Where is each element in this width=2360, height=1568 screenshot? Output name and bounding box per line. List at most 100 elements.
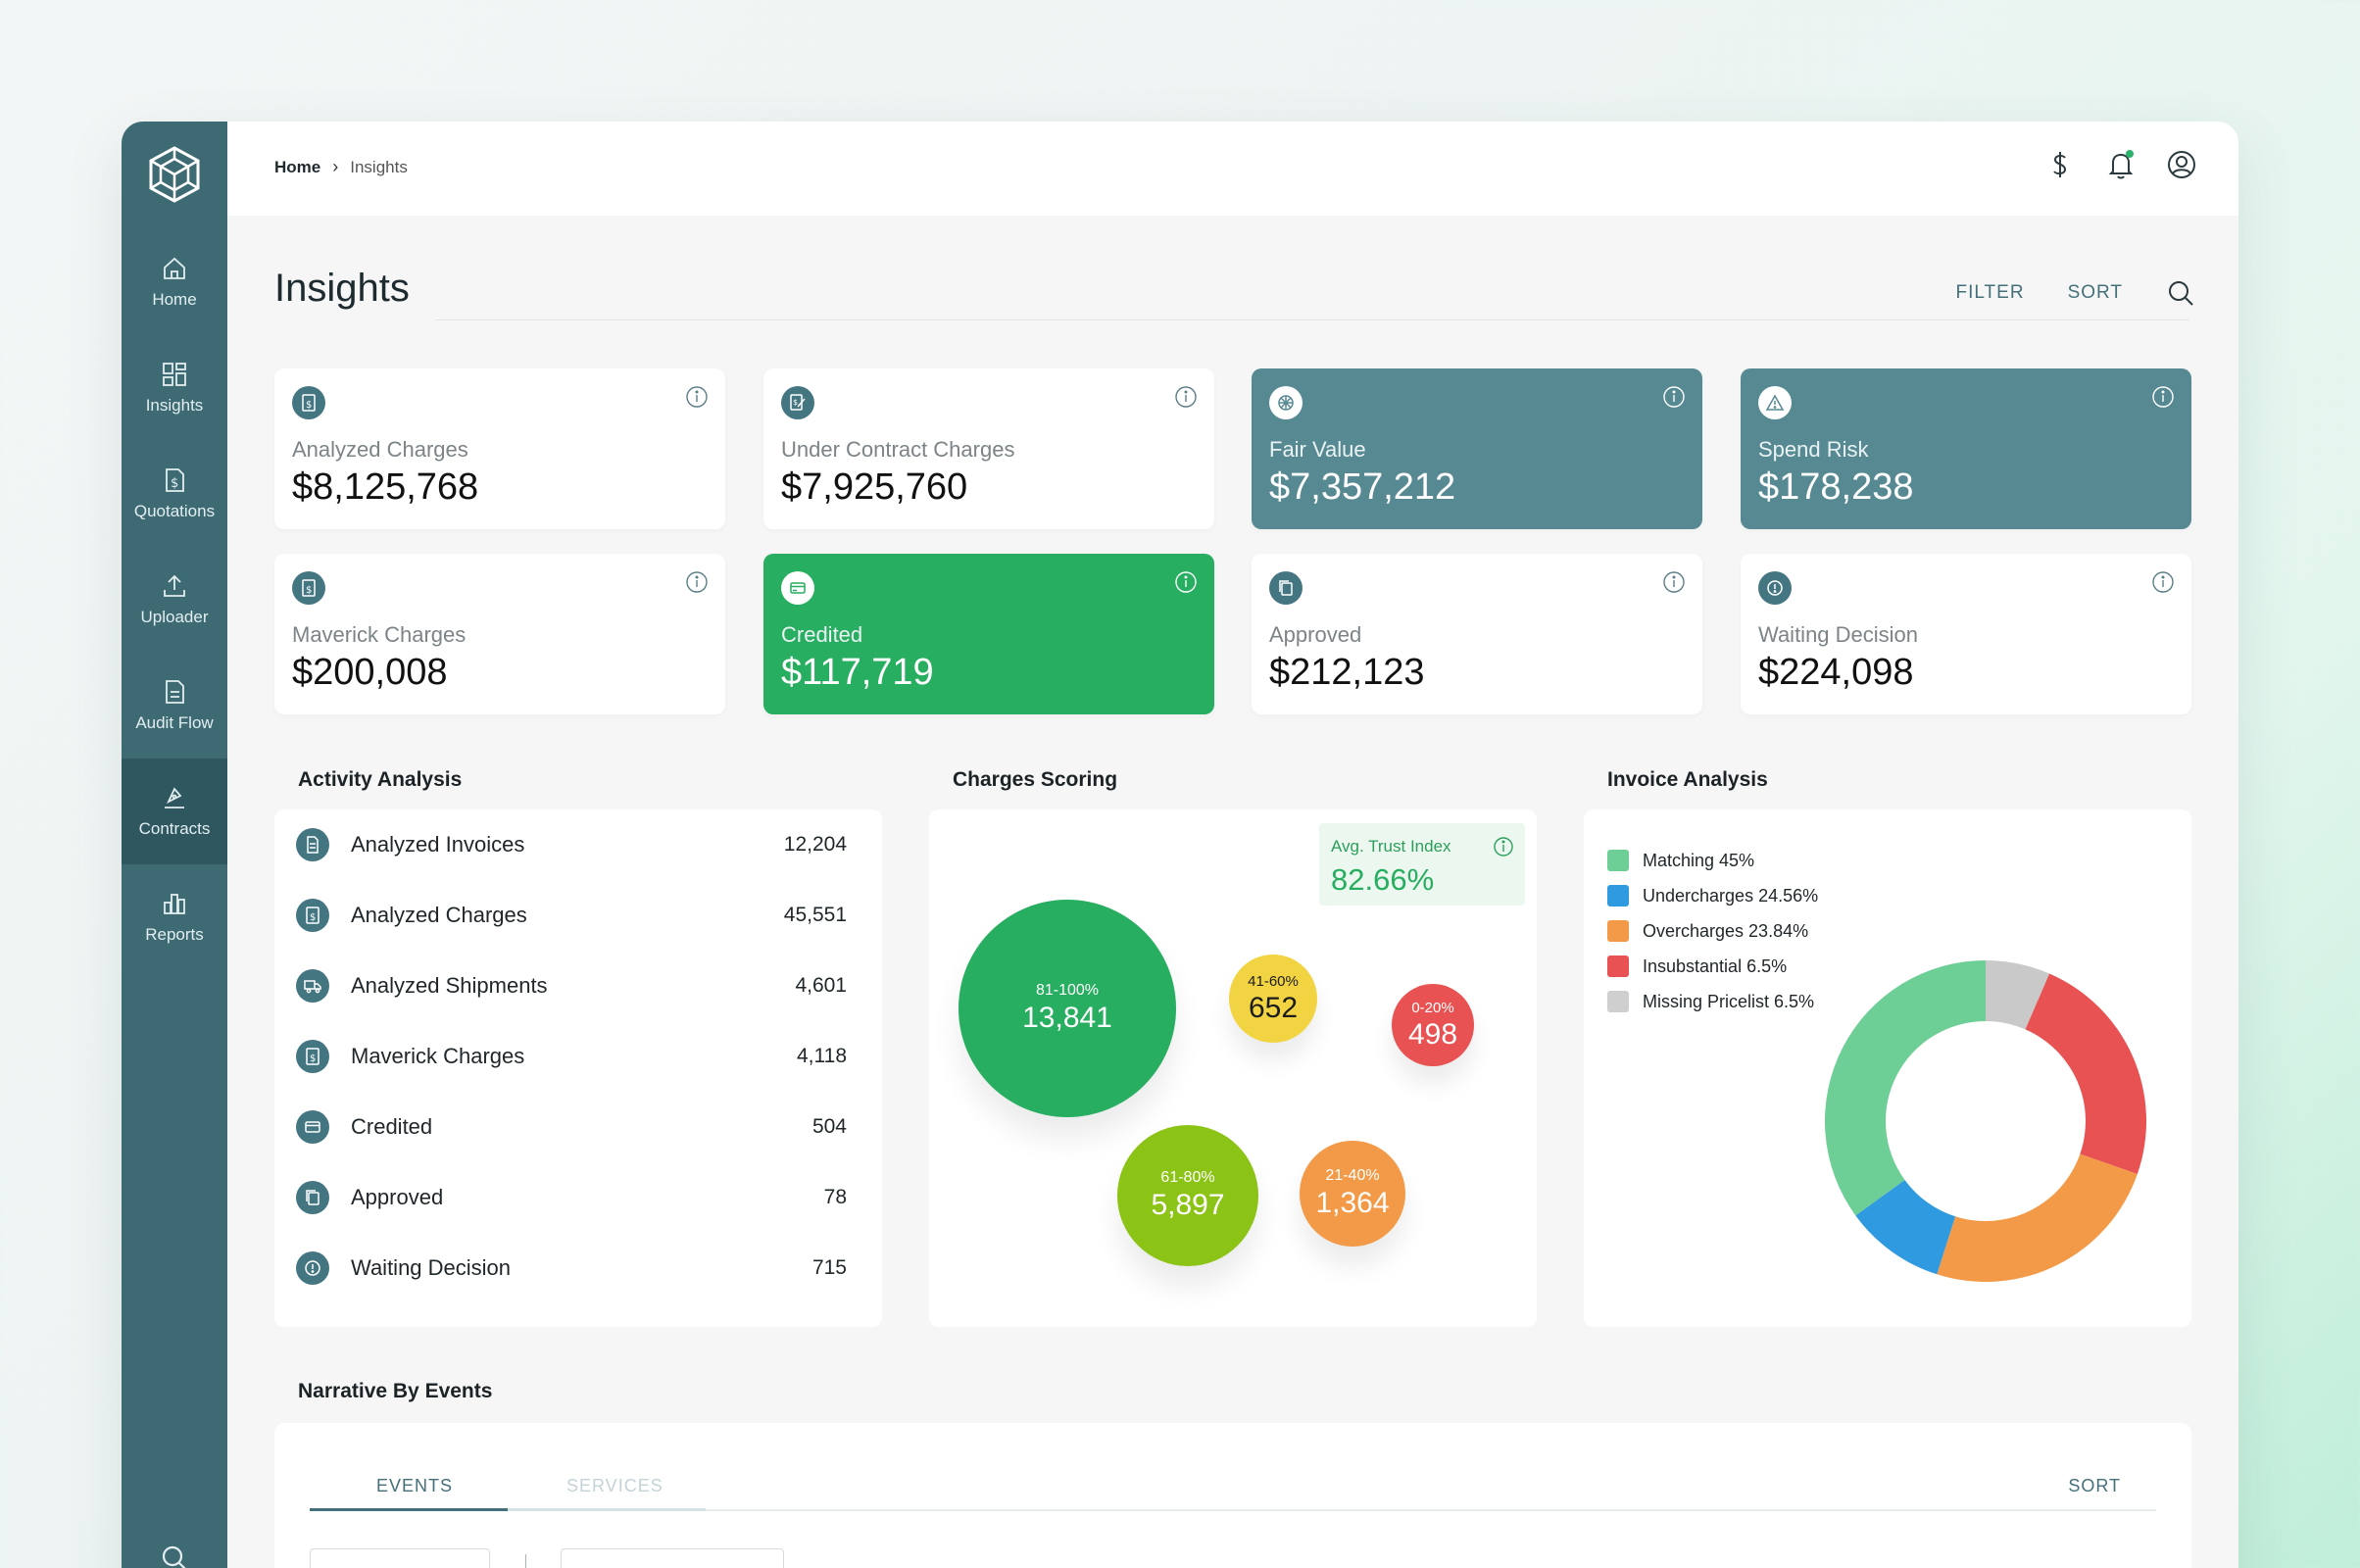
- bubble-range: 41-60%: [1248, 972, 1299, 990]
- info-icon[interactable]: [684, 569, 710, 595]
- sidebar-item-label: Home: [152, 290, 197, 309]
- donut-slice-undercharges[interactable]: [1855, 1179, 1956, 1275]
- sidebar-item-quotations[interactable]: $ Quotations: [122, 441, 227, 547]
- kpi-card-analyzed-charges[interactable]: $ Analyzed Charges $8,125,768: [274, 368, 725, 529]
- sidebar-item-label: Insights: [145, 396, 204, 415]
- sidebar-item-insights[interactable]: Insights: [122, 335, 227, 441]
- info-icon[interactable]: [1173, 384, 1199, 410]
- kpi-value: $7,925,760: [781, 466, 968, 508]
- kpi-card-waiting-decision[interactable]: Waiting Decision $224,098: [1741, 554, 2191, 714]
- legend-label: Insubstantial 6.5%: [1643, 956, 1788, 976]
- info-icon[interactable]: [1661, 569, 1687, 595]
- kpi-card-approved[interactable]: Approved $212,123: [1252, 554, 1702, 714]
- top-bar: Home › Insights: [227, 122, 2238, 216]
- bubble-range: 0-20%: [1411, 999, 1454, 1016]
- score-bubble-61-80[interactable]: 61-80% 5,897: [1117, 1125, 1258, 1266]
- bubble-range: 21-40%: [1325, 1167, 1380, 1184]
- bubble-value: 5,897: [1151, 1189, 1225, 1221]
- info-icon[interactable]: [2150, 384, 2176, 410]
- sort-button[interactable]: SORT: [2067, 282, 2123, 303]
- activity-count: 45,551: [783, 904, 847, 926]
- kpi-value: $178,238: [1758, 466, 1914, 508]
- legend-item: Undercharges 24.56%: [1607, 878, 1818, 913]
- activity-count: 4,601: [795, 974, 847, 997]
- activity-label: Maverick Charges: [351, 1044, 525, 1068]
- kpi-card-spend-risk[interactable]: Spend Risk $178,238: [1741, 368, 2191, 529]
- sidebar-item-label: Quotations: [133, 502, 216, 520]
- legend-swatch: [1607, 920, 1629, 942]
- activity-row-maverick-charges[interactable]: $ Maverick Charges 4,118: [296, 1037, 847, 1076]
- svg-text:$: $: [310, 1054, 316, 1064]
- activity-row-credited[interactable]: Credited 504: [296, 1107, 847, 1147]
- donut-slice-matching[interactable]: [1825, 960, 1986, 1216]
- notification-dot: [2126, 150, 2134, 158]
- activity-row-waiting-decision[interactable]: Waiting Decision 715: [296, 1249, 847, 1288]
- kpi-label: Fair Value: [1269, 437, 1366, 462]
- info-icon[interactable]: [1492, 835, 1515, 858]
- kpi-value: $224,098: [1758, 652, 1914, 693]
- tab-services[interactable]: SERVICES: [566, 1476, 664, 1495]
- narrative-panel: EVENTS SERVICES SORT: [274, 1423, 2191, 1568]
- bubble-range: 81-100%: [1035, 982, 1100, 999]
- dollar-icon[interactable]: [2042, 147, 2078, 182]
- svg-text:$: $: [793, 398, 798, 407]
- tab-events[interactable]: EVENTS: [376, 1476, 454, 1495]
- notifications-button[interactable]: [2103, 147, 2139, 182]
- legend-label: Missing Pricelist 6.5%: [1643, 991, 1815, 1011]
- score-bubble-81-100[interactable]: 81-100% 13,841: [959, 900, 1176, 1117]
- info-icon[interactable]: [1173, 569, 1199, 595]
- activity-row-approved[interactable]: Approved 78: [296, 1178, 847, 1217]
- app-window: Home Insights $ Quotations Uploader Audi…: [122, 122, 2238, 1568]
- sidebar-item-contracts[interactable]: Contracts: [122, 759, 227, 864]
- kpi-card-fair-value[interactable]: Fair Value $7,357,212: [1252, 368, 1702, 529]
- activity-label: Analyzed Invoices: [351, 832, 525, 857]
- sidebar-item-uploader[interactable]: Uploader: [122, 547, 227, 653]
- tabs-divider: [310, 1509, 2156, 1511]
- page-title: Insights: [274, 267, 410, 310]
- sidebar-item-home[interactable]: Home: [122, 229, 227, 335]
- legend-item: Matching 45%: [1607, 843, 1818, 878]
- bubble-value: 652: [1248, 991, 1299, 1024]
- activity-row-analyzed-invoices[interactable]: Analyzed Invoices 12,204: [296, 825, 847, 864]
- dollar-doc-icon: $: [296, 899, 329, 932]
- pen-icon: [165, 787, 184, 808]
- trust-index-value: 82.66%: [1331, 862, 1435, 897]
- alert-icon: [296, 1251, 329, 1285]
- card-icon: [781, 571, 814, 605]
- info-icon[interactable]: [684, 384, 710, 410]
- activity-row-analyzed-charges[interactable]: $ Analyzed Charges 45,551: [296, 896, 847, 935]
- sidebar-item-audit-flow[interactable]: Audit Flow: [122, 653, 227, 759]
- svg-text:$: $: [306, 585, 312, 596]
- shield-icon: [1269, 386, 1303, 419]
- breadcrumb-current: Insights: [350, 157, 408, 176]
- donut-slice-missing-pricelist[interactable]: [1986, 960, 2050, 1030]
- kpi-card-maverick-charges[interactable]: $ Maverick Charges $200,008: [274, 554, 725, 714]
- info-icon[interactable]: [1661, 384, 1687, 410]
- kpi-value: $117,719: [781, 652, 934, 693]
- score-bubble-21-40[interactable]: 21-40% 1,364: [1300, 1141, 1405, 1247]
- kpi-label: Analyzed Charges: [292, 437, 468, 462]
- kpi-card-under-contract-charges[interactable]: $ Under Contract Charges $7,925,760: [763, 368, 1214, 529]
- kpi-label: Under Contract Charges: [781, 437, 1015, 462]
- search-icon[interactable]: [159, 1543, 190, 1568]
- logo-icon: [149, 146, 200, 203]
- breadcrumb-home[interactable]: Home: [274, 157, 321, 176]
- filter-button[interactable]: FILTER: [1955, 282, 2025, 303]
- search-icon[interactable]: [2166, 278, 2195, 308]
- activity-count: 715: [811, 1256, 847, 1279]
- activity-row-analyzed-shipments[interactable]: Analyzed Shipments 4,601: [296, 966, 847, 1005]
- narrative-sort-button[interactable]: SORT: [2068, 1476, 2121, 1495]
- donut-slice-overcharges[interactable]: [1937, 1153, 2138, 1282]
- date-select[interactable]: [561, 1548, 784, 1568]
- score-bubble-41-60[interactable]: 41-60% 652: [1229, 955, 1317, 1043]
- activity-count: 4,118: [797, 1045, 847, 1067]
- activity-label: Waiting Decision: [351, 1255, 512, 1280]
- user-avatar-icon[interactable]: [2164, 147, 2199, 182]
- donut-slice-insubstantial[interactable]: [2025, 973, 2146, 1174]
- event-select[interactable]: [310, 1548, 490, 1568]
- kpi-card-credited[interactable]: Credited $117,719: [763, 554, 1214, 714]
- sidebar-item-reports[interactable]: Reports: [122, 864, 227, 970]
- info-icon[interactable]: [2150, 569, 2176, 595]
- breadcrumb: Home › Insights: [274, 157, 408, 177]
- score-bubble-0-20[interactable]: 0-20% 498: [1392, 984, 1474, 1066]
